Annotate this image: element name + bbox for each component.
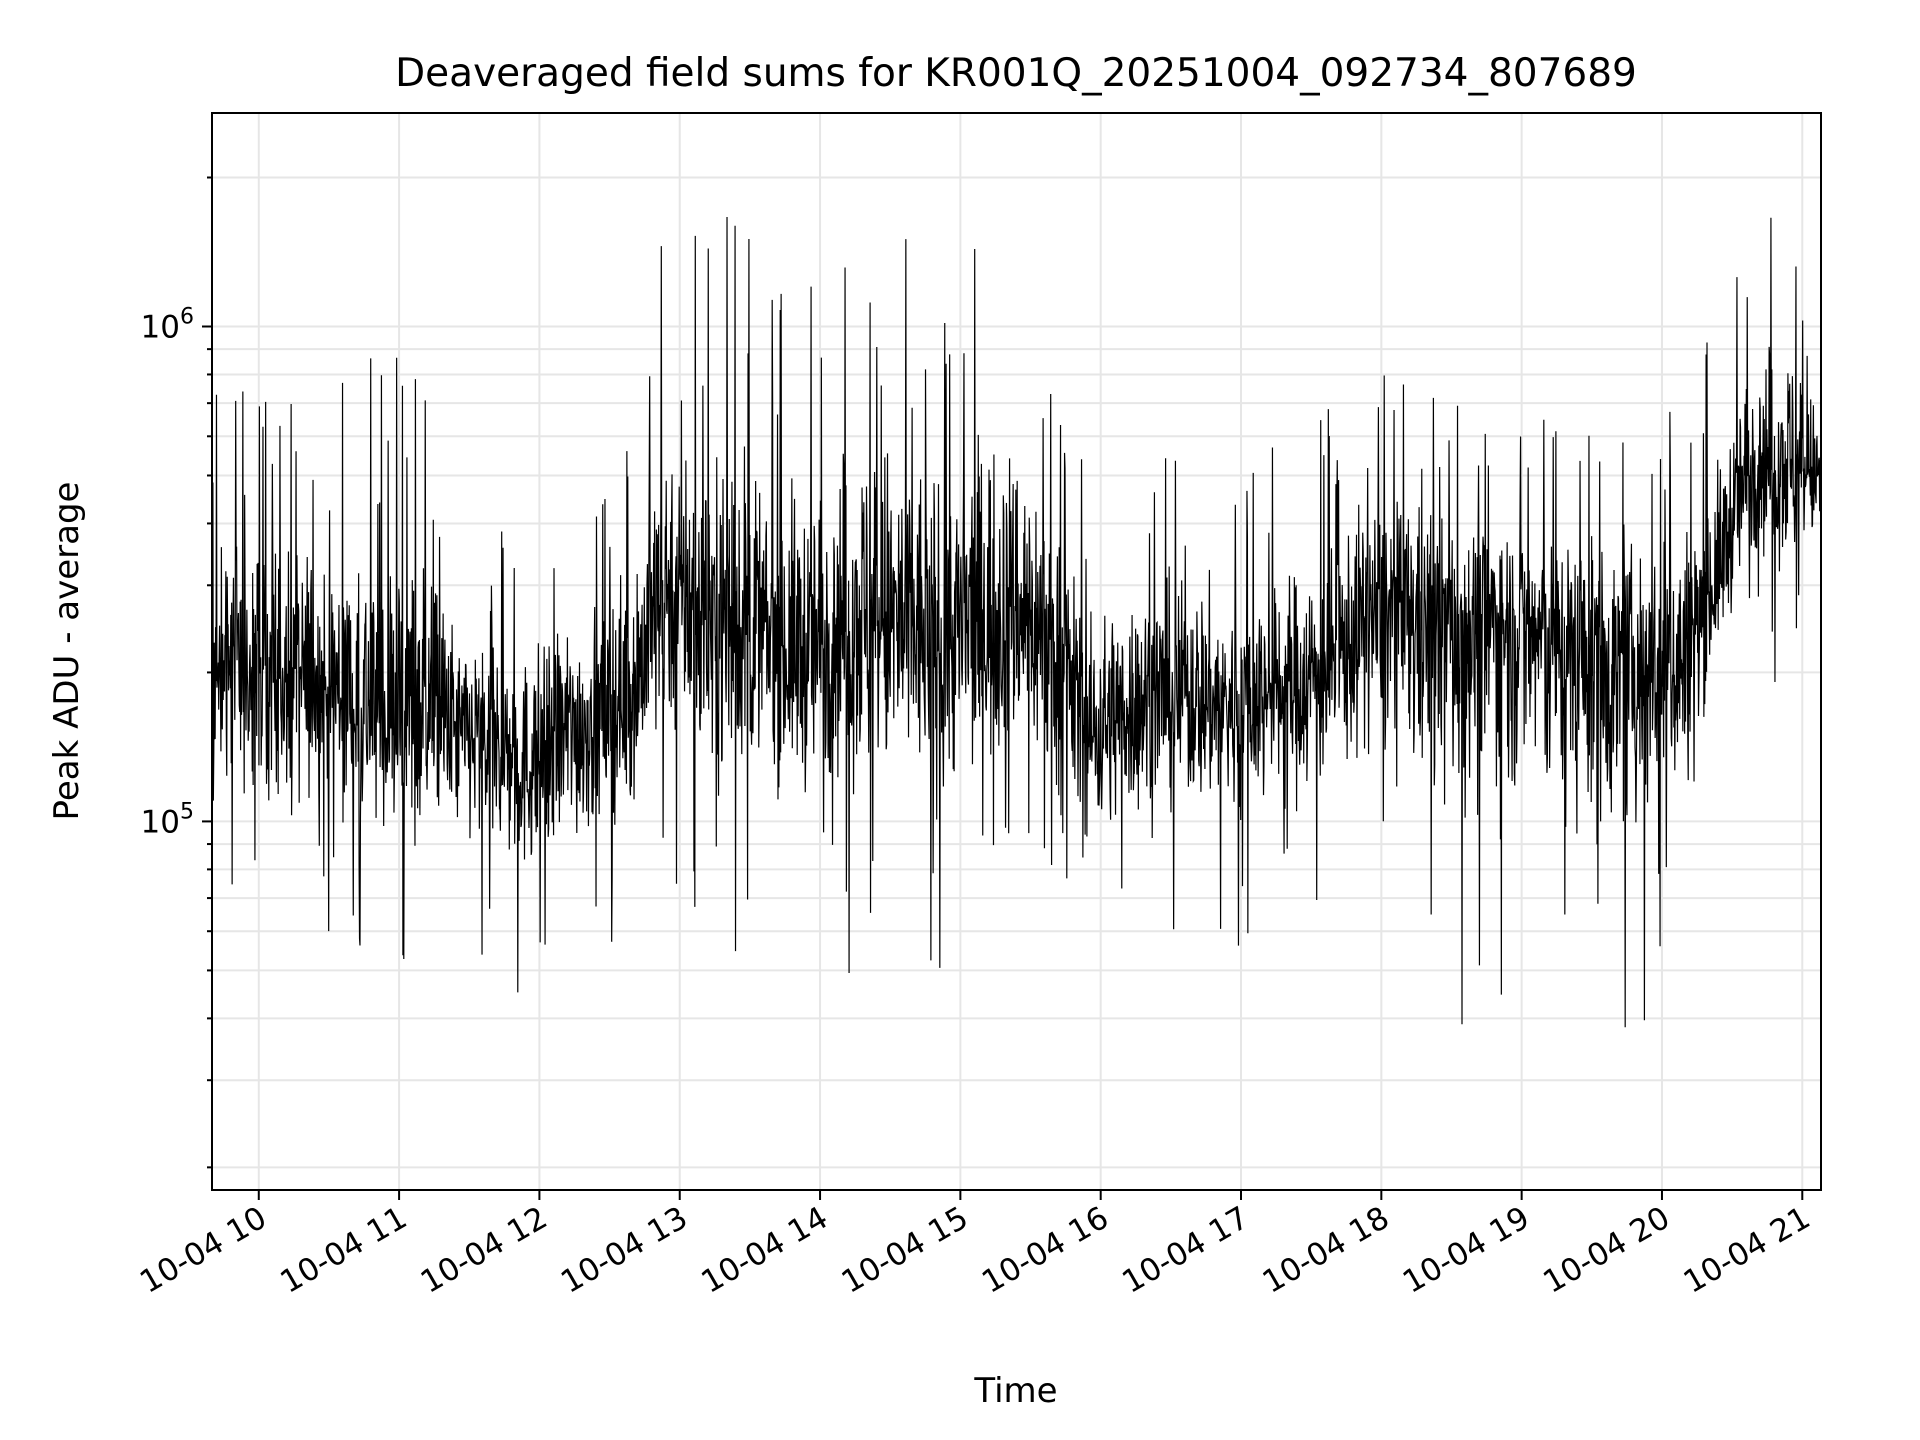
y-tick-base: 10 — [141, 309, 180, 345]
chart-title: Deaveraged field sums for KR001Q_2025100… — [395, 51, 1637, 96]
x-axis-label: Time — [973, 1371, 1057, 1411]
series-line — [212, 216, 1821, 1028]
y-tick-exponent: 6 — [180, 304, 194, 329]
y-tick-base: 10 — [141, 804, 180, 840]
plot-frame — [211, 112, 1822, 1191]
y-tick-exponent: 5 — [180, 799, 194, 824]
y-tick-label: 105 — [141, 799, 194, 840]
y-tick-label: 106 — [141, 304, 194, 345]
y-axis-label: Peak ADU - average — [47, 482, 87, 821]
